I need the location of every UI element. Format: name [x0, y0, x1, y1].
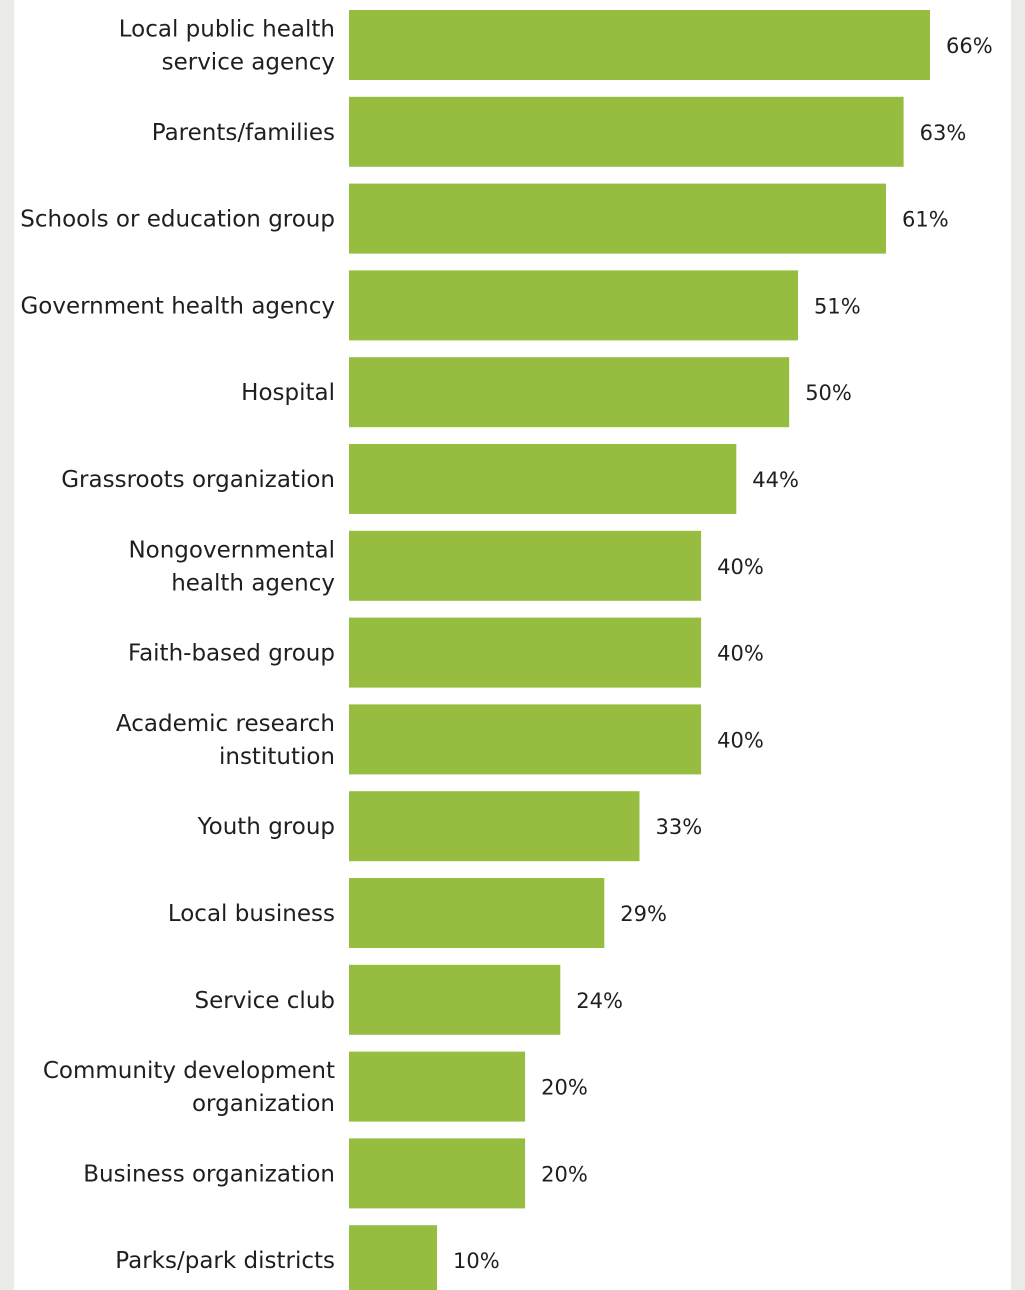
- category-label: Local business: [168, 901, 335, 927]
- value-label: 61%: [902, 208, 949, 232]
- category-label-line: Local public health: [119, 17, 335, 43]
- category-label-line: Nongovernmental: [128, 537, 335, 563]
- category-label-line: Business organization: [83, 1161, 335, 1187]
- bar: [349, 704, 702, 775]
- category-label: Business organization: [83, 1161, 335, 1187]
- bar: [349, 791, 640, 862]
- value-label: 40%: [717, 642, 764, 666]
- category-label-line: Parks/park districts: [115, 1248, 335, 1274]
- category-label-line: Academic research: [116, 711, 335, 737]
- bar: [349, 1051, 526, 1122]
- category-label: Parents/families: [152, 120, 335, 146]
- category-label-line: service agency: [162, 50, 335, 76]
- category-label: Community development organization: [43, 1058, 335, 1117]
- category-label-line: Faith-based group: [128, 641, 335, 667]
- bar: [349, 10, 930, 80]
- value-label: 20%: [541, 1162, 588, 1186]
- category-label-line: Parents/families: [152, 120, 335, 146]
- bar: [349, 617, 702, 688]
- bar: [349, 183, 886, 254]
- bar: [349, 96, 904, 167]
- category-label: Grassroots organization: [61, 467, 335, 493]
- category-label: Service club: [194, 988, 335, 1014]
- value-label: 29%: [620, 902, 667, 926]
- category-label-line: Grassroots organization: [61, 467, 335, 493]
- value-label: 33%: [656, 815, 703, 839]
- value-label: 66%: [946, 34, 993, 58]
- value-label: 40%: [717, 728, 764, 752]
- category-label-line: Government health agency: [20, 293, 335, 319]
- value-label: 40%: [717, 555, 764, 579]
- value-label: 20%: [541, 1076, 588, 1100]
- value-label: 63%: [920, 121, 967, 145]
- category-label: Parks/park districts: [115, 1248, 335, 1274]
- category-label-line: Youth group: [197, 814, 335, 840]
- value-label: 50%: [805, 381, 852, 405]
- category-label-line: Local business: [168, 901, 335, 927]
- category-label: Youth group: [197, 814, 335, 840]
- bar: [349, 1138, 526, 1209]
- category-label-line: organization: [192, 1091, 335, 1117]
- value-label: 44%: [752, 468, 799, 492]
- value-label: 10%: [453, 1249, 500, 1273]
- category-label: Local public health service agency: [119, 17, 335, 76]
- value-label: 24%: [576, 989, 623, 1013]
- bar: [349, 964, 561, 1035]
- bar: [349, 357, 790, 428]
- bar: [349, 530, 702, 601]
- category-label-line: Community development: [43, 1058, 335, 1084]
- category-label: Academic research institution: [116, 711, 335, 770]
- category-label-line: institution: [219, 744, 335, 770]
- bar: [349, 270, 798, 341]
- category-label: Schools or education group: [20, 207, 335, 233]
- bar: [349, 1225, 437, 1290]
- bar: [349, 444, 737, 514]
- category-label-line: Service club: [194, 988, 335, 1014]
- category-label: Faith-based group: [128, 641, 335, 667]
- category-label-line: Hospital: [241, 380, 335, 406]
- category-label: Hospital: [241, 380, 335, 406]
- category-label-line: health agency: [171, 570, 335, 596]
- category-label: Government health agency: [20, 293, 335, 319]
- category-label-line: Schools or education group: [20, 207, 335, 233]
- category-label: Nongovernmental health agency: [128, 537, 335, 596]
- value-label: 51%: [814, 294, 861, 318]
- bar: [349, 878, 605, 948]
